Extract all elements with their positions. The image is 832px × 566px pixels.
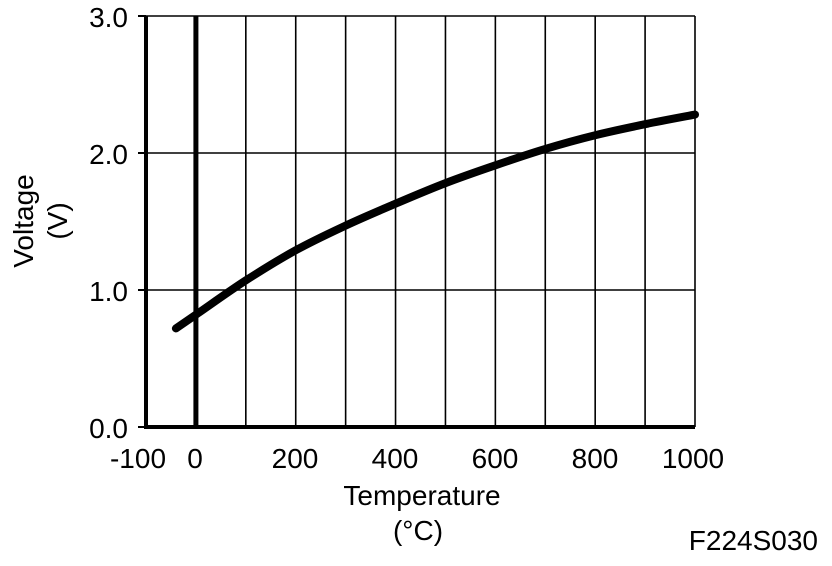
x-axis-title: Temperature bbox=[343, 480, 500, 511]
gridlines bbox=[145, 15, 696, 428]
y-axis-title: Voltage bbox=[8, 174, 39, 267]
x-tick-label: -100 bbox=[110, 443, 166, 474]
y-tick-label: 2.0 bbox=[89, 139, 128, 170]
x-axis-unit: (°C) bbox=[393, 515, 443, 546]
axes bbox=[138, 15, 695, 429]
y-tick-label: 0.0 bbox=[89, 413, 128, 444]
y-tick-labels: 0.0 1.0 2.0 3.0 bbox=[89, 2, 128, 444]
y-tick-label: 1.0 bbox=[89, 276, 128, 307]
x-tick-label: 0 bbox=[187, 443, 203, 474]
y-axis-unit: (V) bbox=[42, 202, 73, 239]
series-line bbox=[171, 110, 699, 333]
data-series bbox=[171, 110, 699, 333]
x-tick-labels: -100 0 200 400 600 800 1000 bbox=[110, 443, 724, 474]
x-tick-label: 200 bbox=[272, 443, 319, 474]
x-tick-label: 600 bbox=[472, 443, 519, 474]
x-tick-label: 800 bbox=[572, 443, 619, 474]
figure-code: F224S030 bbox=[689, 525, 818, 556]
x-tick-label: 1000 bbox=[662, 443, 724, 474]
x-tick-label: 400 bbox=[372, 443, 419, 474]
y-tick-label: 3.0 bbox=[89, 2, 128, 33]
